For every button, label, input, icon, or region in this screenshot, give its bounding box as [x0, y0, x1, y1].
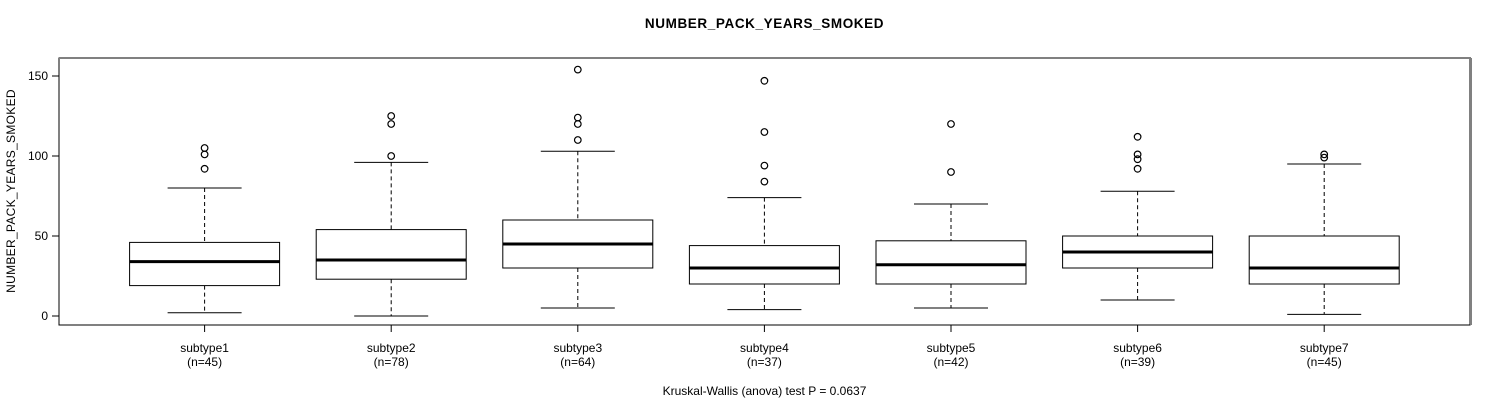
outlier-point-subtype6	[1133, 150, 1142, 159]
outlier-point-subtype5	[947, 168, 955, 176]
outlier-point-subtype1	[200, 144, 209, 152]
outlier-point-subtype4	[760, 76, 769, 85]
outlier-point-subtype4	[760, 161, 769, 170]
category-label-subtype3: subtype3	[553, 341, 602, 355]
y-tick-label: 150	[28, 69, 48, 83]
sample-size-label-subtype5: (n=42)	[933, 355, 968, 369]
category-label-subtype5: subtype5	[927, 341, 976, 355]
outlier-point-subtype1	[200, 150, 209, 159]
y-tick-label: 100	[28, 149, 48, 163]
outlier-point-subtype3	[573, 120, 582, 128]
outlier-point-subtype6	[1133, 132, 1142, 141]
sample-size-label-subtype4: (n=37)	[747, 355, 782, 369]
outlier-point-subtype1	[200, 164, 209, 173]
category-label-subtype7: subtype7	[1300, 341, 1349, 355]
kruskal-wallis-annotation: Kruskal-Wallis (anova) test P = 0.0637	[662, 384, 867, 398]
sample-size-label-subtype1: (n=45)	[187, 355, 222, 369]
sample-size-label-subtype2: (n=78)	[374, 355, 409, 369]
chart-title: NUMBER_PACK_YEARS_SMOKED	[644, 16, 885, 31]
sample-size-label-subtype7: (n=45)	[1307, 355, 1342, 369]
y-tick-label: 50	[35, 229, 49, 243]
outlier-point-subtype3	[573, 113, 582, 122]
iqr-box-subtype4	[688, 245, 840, 285]
outlier-point-subtype6	[1133, 164, 1142, 173]
outlier-point-subtype4	[760, 128, 769, 136]
category-label-subtype1: subtype1	[180, 341, 229, 355]
outlier-point-subtype2	[387, 152, 396, 160]
outlier-point-subtype7	[1320, 150, 1329, 159]
outlier-point-subtype6	[1133, 155, 1142, 164]
category-label-subtype2: subtype2	[367, 341, 416, 355]
outlier-point-subtype3	[573, 65, 582, 74]
sample-size-label-subtype6: (n=39)	[1120, 355, 1155, 369]
sample-size-label-subtype3: (n=64)	[560, 355, 595, 369]
outlier-point-subtype3	[573, 136, 582, 144]
iqr-box-subtype7	[1248, 235, 1400, 285]
category-label-subtype6: subtype6	[1113, 341, 1162, 355]
outlier-point-subtype2	[387, 112, 396, 120]
y-tick-label: 0	[41, 309, 48, 323]
iqr-box-subtype2	[315, 229, 467, 280]
iqr-box-subtype1	[129, 241, 281, 287]
category-label-subtype4: subtype4	[740, 341, 789, 355]
outlier-point-subtype5	[947, 120, 955, 128]
iqr-box-subtype5	[875, 240, 1027, 285]
outlier-point-subtype7	[1320, 153, 1329, 162]
outlier-point-subtype4	[760, 177, 769, 186]
outlier-point-subtype2	[387, 120, 396, 128]
